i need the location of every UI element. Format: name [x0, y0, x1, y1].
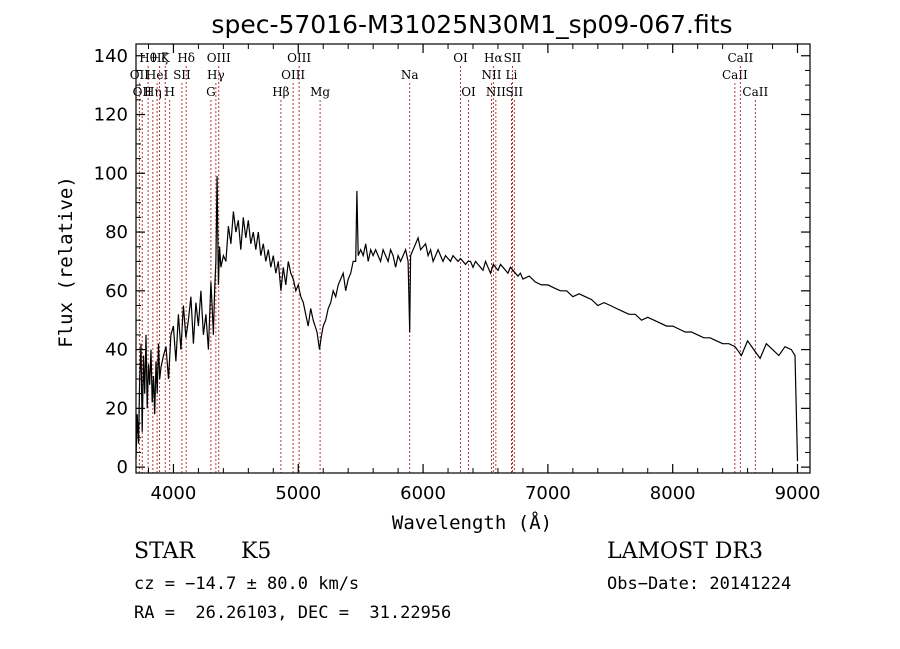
x-tick-label: 7000: [525, 483, 571, 504]
spectrum-series-line: [135, 176, 799, 462]
y-tick-label: 60: [105, 281, 128, 302]
emission-line-label: CaII: [727, 51, 753, 65]
emission-line-label: NII: [481, 68, 501, 82]
emission-line-label: Mg: [310, 85, 330, 99]
x-tick-label: 4000: [151, 483, 197, 504]
y-axis-label: Flux (relative): [55, 176, 77, 348]
emission-line-label: SII: [505, 85, 523, 99]
emission-line-label: Hη: [144, 85, 162, 99]
object-subclass: K5: [241, 539, 272, 564]
emission-line-label: K: [161, 51, 171, 65]
emission-line-label: OI: [453, 51, 468, 65]
emission-line-label: Hγ: [207, 68, 225, 82]
x-tick-label: 9000: [775, 483, 821, 504]
emission-line-label: Li: [506, 68, 518, 82]
chart-title: spec-57016-M31025N30M1_sp09-067.fits: [211, 10, 732, 39]
emission-line-label: CaII: [722, 68, 748, 82]
emission-line-label: SII: [504, 51, 522, 65]
emission-line-label: OIII: [207, 51, 231, 65]
emission-line-label: OIII: [281, 68, 305, 82]
y-tick-label: 40: [105, 340, 128, 361]
emission-line-label: H: [164, 85, 174, 99]
x-axis-label: Wavelength (Å): [392, 511, 552, 534]
emission-line-label: Hβ: [272, 85, 289, 99]
object-class: STAR: [134, 539, 195, 564]
y-tick-label: 140: [94, 46, 128, 67]
emission-line-label: OII: [133, 85, 153, 99]
y-tick-label: 80: [105, 222, 128, 243]
emission-line-label: G: [206, 85, 216, 99]
x-tick-label: 6000: [400, 483, 446, 504]
emission-line-label: Hζ: [151, 51, 168, 65]
x-tick-label: 5000: [275, 483, 321, 504]
observation-date: Obs−Date: 20141224: [607, 574, 792, 594]
emission-line-label: CaII: [742, 85, 768, 99]
plot-frame: [135, 43, 811, 474]
axis-ticks: 4000 5000 6000 7000 8000 9000 0 20 40 60 80 100 120 1…: [94, 44, 821, 504]
emission-line-label: Hα: [484, 51, 503, 65]
y-tick-label: 20: [105, 398, 128, 419]
x-tick-label: 8000: [650, 483, 696, 504]
emission-line-label: Hθ: [139, 51, 157, 65]
y-tick-label: 0: [117, 457, 128, 478]
emission-line-label: OII: [130, 68, 150, 82]
y-tick-label: 100: [94, 163, 128, 184]
emission-lines: OII OII Hθ Hη HeI HζK H SII Hδ G Hγ OIII Hβ OIII OIII M…: [130, 51, 768, 473]
emission-line-label: SII: [173, 68, 191, 82]
redshift-cz: cz = −14.7 ± 80.0 km/s: [134, 574, 360, 594]
emission-line-label: Hδ: [177, 51, 195, 65]
emission-line-label: NII: [486, 85, 506, 99]
emission-line-label: OIII: [287, 51, 311, 65]
emission-line-label: HeI: [146, 68, 169, 82]
emission-line-label: OI: [461, 85, 476, 99]
sky-coordinates: RA = 26.26103, DEC = 31.22956: [134, 603, 452, 623]
y-tick-label: 120: [94, 105, 128, 126]
survey-name: LAMOST DR3: [607, 539, 763, 564]
spectrum-chart: spec-57016-M31025N30M1_sp09-067.fits OII…: [55, 10, 821, 534]
emission-line-label: Na: [401, 68, 419, 82]
